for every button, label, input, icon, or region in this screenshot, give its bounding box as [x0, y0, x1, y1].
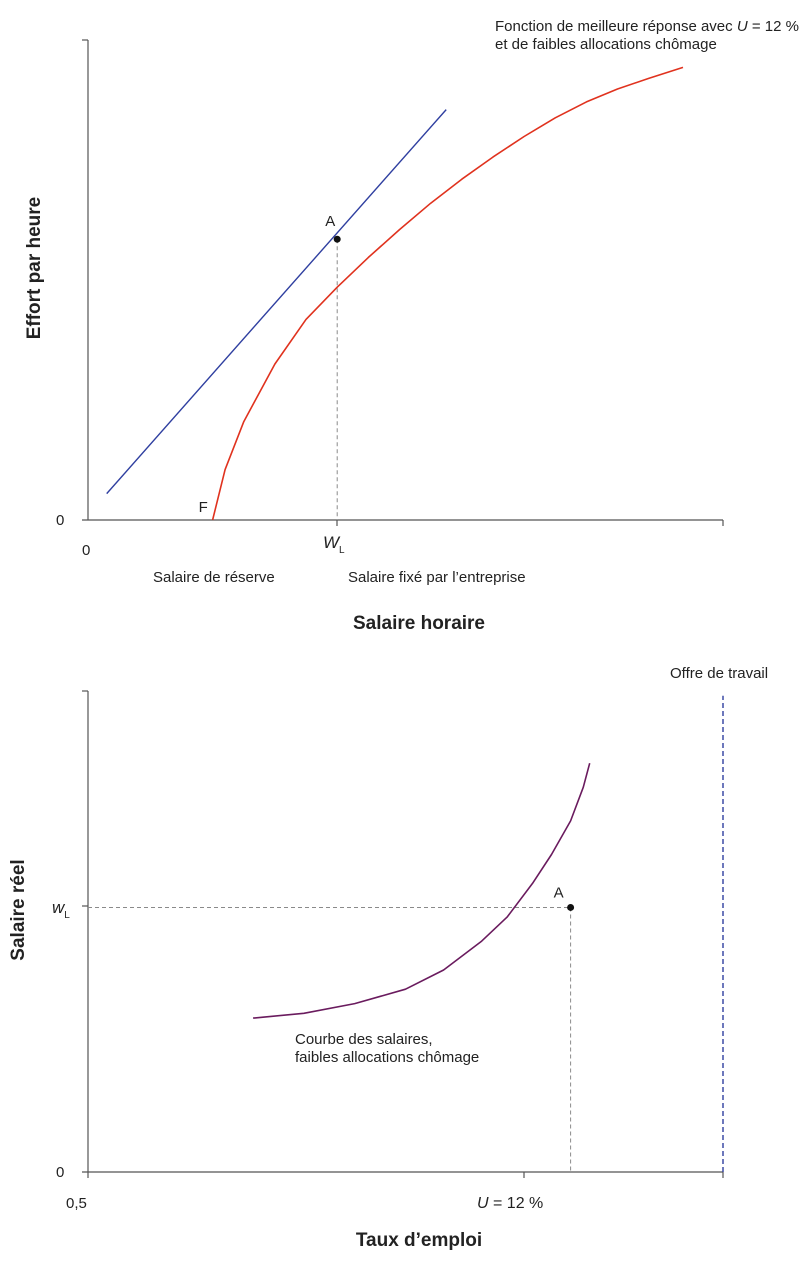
top-y-origin-label: 0: [56, 512, 64, 529]
top-y-axis-title: Effort par heure: [24, 197, 45, 340]
best-response-label-var: U: [737, 18, 748, 35]
wl-marker-var: W: [323, 533, 341, 552]
u-marker-suffix: = 12 %: [489, 1195, 544, 1212]
wl-y-marker-var: w: [52, 898, 66, 917]
wage-curve-point-a-dot: [567, 903, 575, 911]
bottom-x-origin-label: 0,5: [66, 1195, 87, 1212]
u-marker-label: U = 12 %: [477, 1195, 543, 1212]
point-a-label: A: [325, 213, 335, 230]
wl-marker-label: WL: [323, 533, 345, 556]
top-x-origin-label: 0: [82, 542, 90, 559]
reservation-wage-label: Salaire de réserve: [153, 569, 275, 586]
wage-curve-point-a-label: A: [554, 884, 564, 901]
bottom-y-axis-title: Salaire réel: [8, 859, 29, 960]
bottom-y-origin-label: 0: [56, 1164, 64, 1181]
best-response-chart: A F 0 0 WL Salaire de réserve Salaire fix…: [24, 18, 799, 634]
isocost-line: [106, 109, 447, 495]
wl-y-marker-sub: L: [64, 910, 70, 921]
top-x-axis-title: Salaire horaire: [353, 613, 485, 634]
firm-wage-label: Salaire fixé par l’entreprise: [348, 569, 526, 586]
best-response-curve: [211, 66, 684, 521]
wage-curve-chart: A 0 0,5 U = 12 % wL Offre de travail Cou…: [8, 665, 768, 1251]
wage-curve-label-line2: faibles allocations chômage: [295, 1049, 479, 1066]
point-f-label: F: [199, 499, 208, 516]
wl-y-marker-label: wL: [52, 898, 70, 921]
wage-curve: [253, 762, 591, 1019]
u-marker-var: U: [477, 1195, 489, 1212]
bottom-x-axis-title: Taux d’emploi: [356, 1230, 482, 1251]
best-response-label-suffix: = 12 %: [748, 18, 799, 35]
wl-marker-sub: L: [339, 545, 345, 556]
best-response-label-prefix: Fonction de meilleure réponse avec: [495, 18, 737, 35]
labour-supply-label: Offre de travail: [670, 665, 768, 682]
point-a-dot: [333, 235, 341, 243]
wage-curve-label-line1: Courbe des salaires,: [295, 1031, 433, 1048]
best-response-label-line1: Fonction de meilleure réponse avec U = 1…: [495, 18, 799, 35]
best-response-label-line2: et de faibles allocations chômage: [495, 36, 717, 53]
